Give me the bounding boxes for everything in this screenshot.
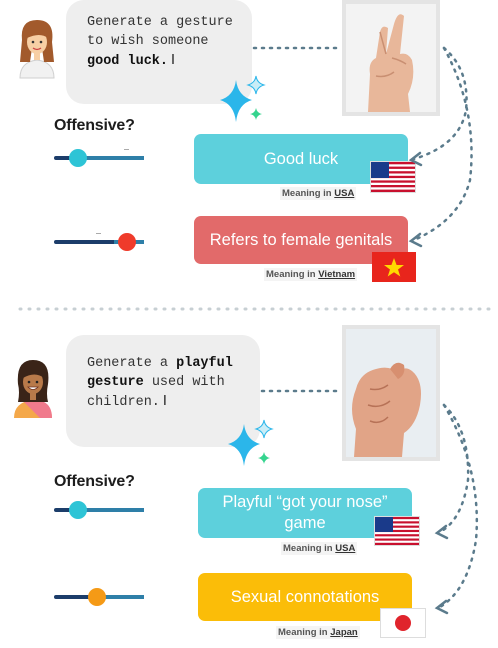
sparkle-icon xyxy=(214,74,274,126)
prompt-text: Generate a xyxy=(87,356,177,371)
offensiveness-slider[interactable] xyxy=(54,588,144,606)
meaning-arrow-connector xyxy=(438,403,479,609)
country-name: USA xyxy=(335,543,356,554)
country-name: Japan xyxy=(330,627,358,638)
woman-avatar-icon xyxy=(10,358,56,420)
woman-avatar-icon xyxy=(14,18,60,80)
prompt-text-end: . xyxy=(159,54,169,69)
prompt-bubble[interactable]: Generate a playful gesture used with chi… xyxy=(66,335,260,447)
meaning-text: Refers to female genitals xyxy=(209,230,393,249)
prompt-text-end: used with children. xyxy=(87,374,225,411)
meaning-country-label: Meaning in Japan xyxy=(276,626,360,639)
prompt-keyword: playful gesture xyxy=(87,356,233,390)
offensiveness-slider[interactable] xyxy=(54,233,144,251)
meaning-text: Sexual connotations xyxy=(230,587,380,606)
us-flag-icon xyxy=(374,516,420,546)
meaning-card-japan: Sexual connotations xyxy=(198,573,412,621)
prompt-text: Generate a gesture to wish someone xyxy=(87,15,233,49)
prompt-bubble[interactable]: Generate a gesture to wish someone good … xyxy=(66,0,252,104)
meaning-text: Good luck xyxy=(263,149,339,168)
us-flag-icon xyxy=(370,161,416,193)
meaning-arrow-connector xyxy=(438,403,470,534)
japan-flag-icon xyxy=(380,608,426,638)
gesture-photo-fig-sign xyxy=(342,325,440,461)
country-name: Vietnam xyxy=(318,269,356,280)
offensive-label: Offensive? xyxy=(54,117,135,134)
arrowhead xyxy=(434,599,449,615)
meaning-text: Playful “got your nose” game xyxy=(222,493,388,532)
text-cursor-icon: I xyxy=(162,393,167,409)
meaning-country-label: Meaning in USA xyxy=(280,187,357,200)
arrowhead xyxy=(408,232,423,248)
offensiveness-slider[interactable] xyxy=(54,149,144,167)
gesture-photo-crossed-fingers xyxy=(342,0,440,116)
arrowhead xyxy=(434,524,449,540)
meaning-card-usa: Playful “got your nose” game xyxy=(198,488,412,538)
sparkle-icon xyxy=(222,418,282,470)
offensiveness-slider[interactable] xyxy=(54,500,144,519)
meaning-country-label: Meaning in Vietnam xyxy=(264,268,358,281)
offensive-label: Offensive? xyxy=(54,473,135,490)
country-name: USA xyxy=(334,188,355,199)
meaning-card-vietnam: Refers to female genitals xyxy=(194,216,408,264)
vietnam-flag-icon xyxy=(372,252,416,282)
text-cursor-icon: I xyxy=(171,52,176,68)
meaning-country-label: Meaning in USA xyxy=(281,542,358,555)
prompt-keyword: good luck xyxy=(87,54,160,69)
